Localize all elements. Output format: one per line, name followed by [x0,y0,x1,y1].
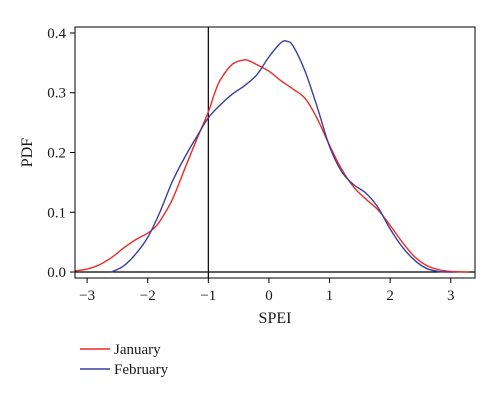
y-tick-label: 0.0 [47,265,66,281]
x-tick-label: −1 [200,288,216,304]
x-tick-label: 0 [265,288,273,304]
x-axis-title: SPEI [259,310,292,327]
x-tick-label: −2 [140,288,156,304]
y-axis-title: PDF [19,138,36,167]
axes: −3 −2 −1 0 1 2 3 0.0 0.1 0.2 0.3 0.4 [47,26,476,304]
x-tick-label: 2 [386,288,394,304]
x-tick-label: 1 [326,288,334,304]
legend-label-february: February [114,362,169,378]
legend: January February [80,342,169,378]
y-tick-label: 0.4 [47,26,66,42]
legend-label-january: January [114,342,161,358]
y-tick-label: 0.1 [47,205,66,221]
series-line-february [111,40,451,273]
plot-area [74,27,475,278]
series-line-january [74,59,469,273]
y-tick-label: 0.2 [47,146,66,162]
x-tick-label: 3 [447,288,455,304]
y-tick-label: 0.3 [47,86,66,102]
x-tick-label: −3 [79,288,95,304]
